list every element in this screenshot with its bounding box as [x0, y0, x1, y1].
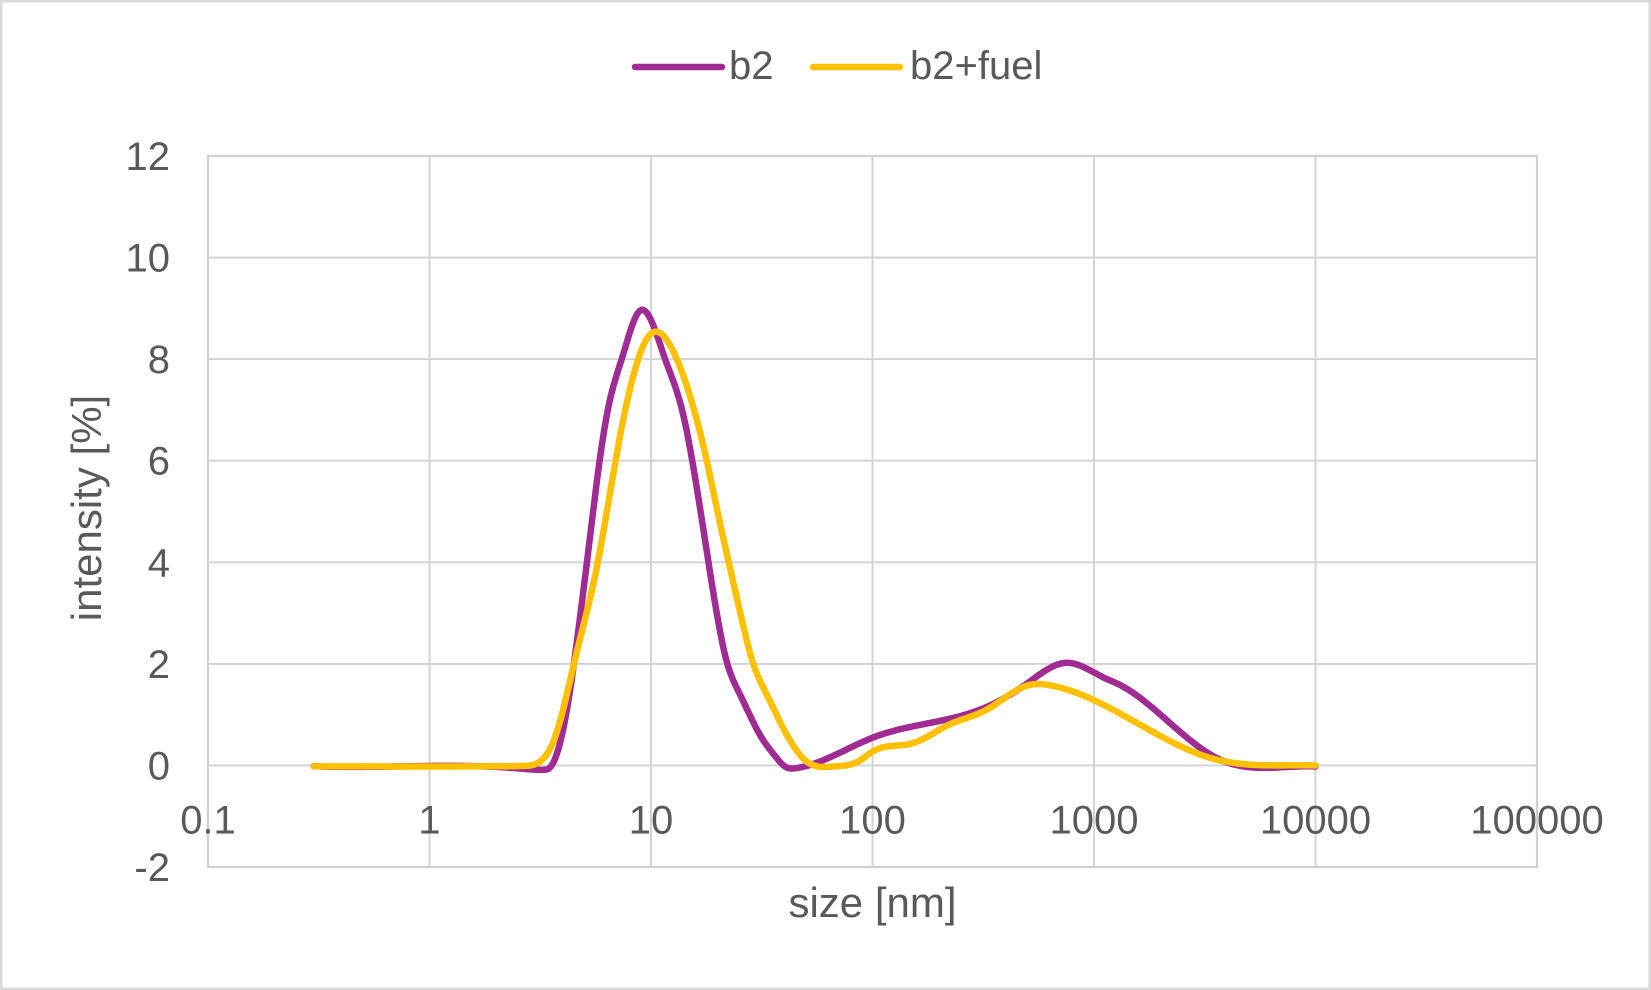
- svg-text:intensity [%]: intensity [%]: [63, 395, 110, 621]
- svg-text:1000: 1000: [1050, 799, 1139, 843]
- svg-text:100000: 100000: [1470, 799, 1603, 843]
- svg-text:0.1: 0.1: [180, 799, 236, 843]
- svg-text:100: 100: [839, 799, 906, 843]
- svg-text:8: 8: [148, 338, 170, 382]
- svg-text:1: 1: [418, 799, 440, 843]
- svg-text:b2: b2: [729, 44, 774, 88]
- svg-text:10000: 10000: [1260, 799, 1371, 843]
- svg-text:size [nm]: size [nm]: [788, 879, 956, 926]
- svg-text:10: 10: [629, 799, 674, 843]
- svg-text:2: 2: [148, 643, 170, 687]
- svg-text:12: 12: [126, 135, 171, 179]
- svg-text:6: 6: [148, 440, 170, 484]
- svg-text:4: 4: [148, 541, 170, 585]
- svg-text:0: 0: [148, 744, 170, 788]
- svg-text:-2: -2: [134, 846, 170, 890]
- svg-text:10: 10: [126, 237, 171, 281]
- svg-text:b2+fuel: b2+fuel: [910, 44, 1042, 88]
